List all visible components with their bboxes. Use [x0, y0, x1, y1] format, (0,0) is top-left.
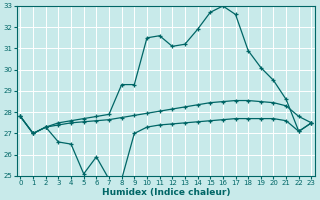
- X-axis label: Humidex (Indice chaleur): Humidex (Indice chaleur): [102, 188, 230, 197]
